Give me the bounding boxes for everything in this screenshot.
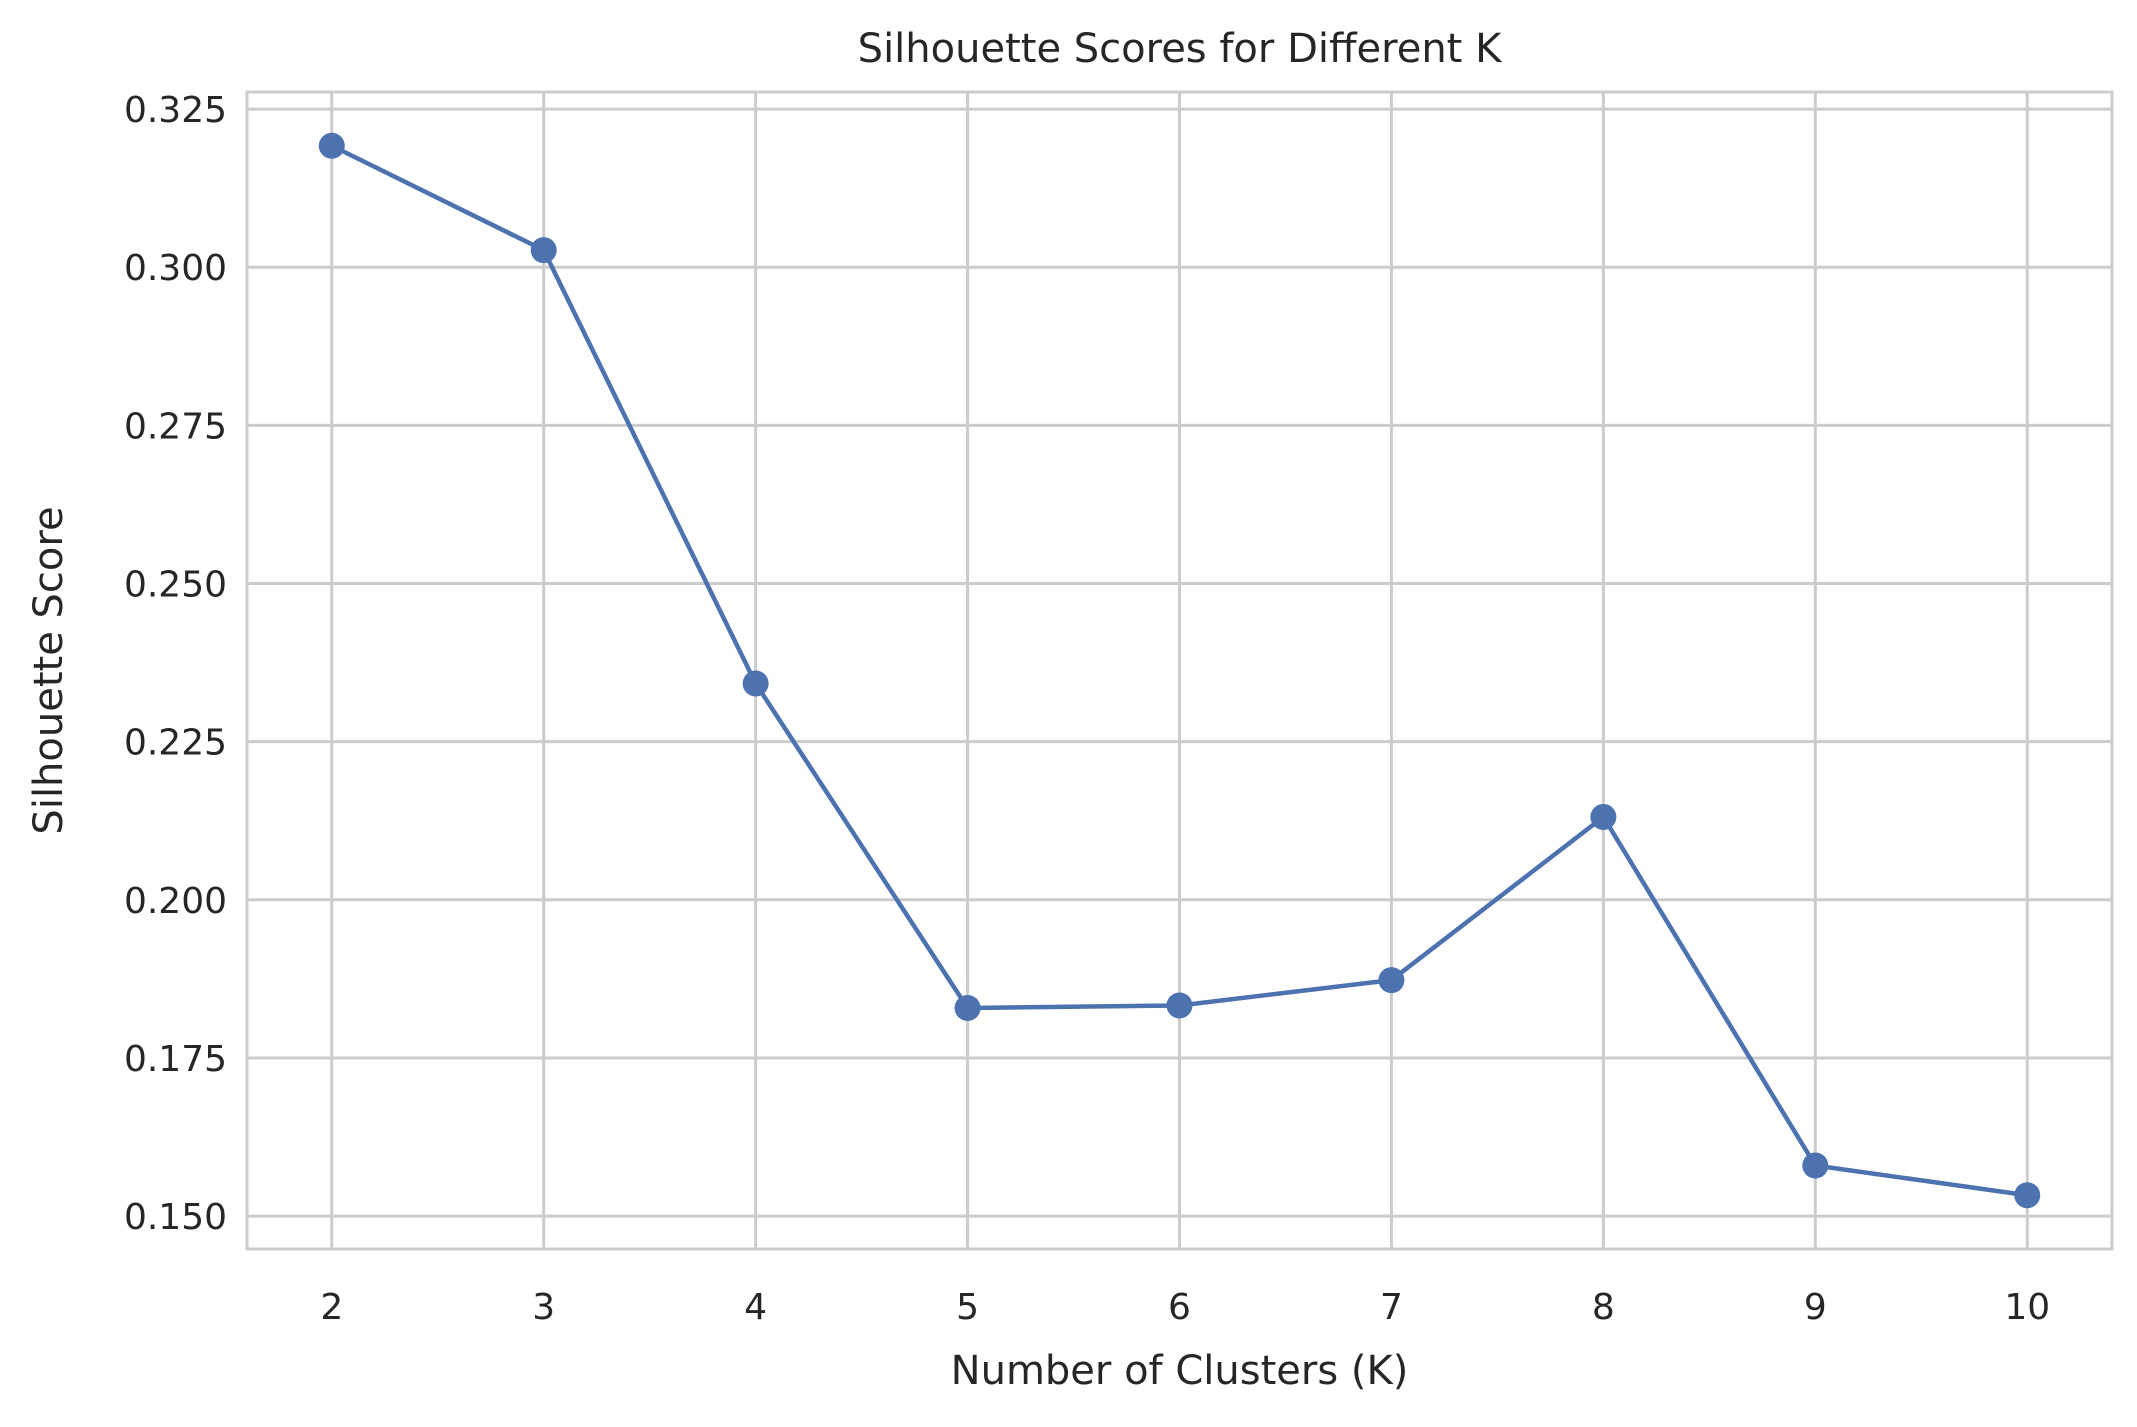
x-tick-label: 5 bbox=[956, 1287, 979, 1328]
x-tick-label: 2 bbox=[320, 1287, 343, 1328]
x-tick-label: 8 bbox=[1592, 1287, 1615, 1328]
x-tick-label: 7 bbox=[1380, 1287, 1403, 1328]
x-tick-label: 9 bbox=[1804, 1287, 1827, 1328]
data-point bbox=[954, 994, 981, 1021]
y-tick-label: 0.200 bbox=[124, 881, 227, 922]
x-tick-label: 10 bbox=[2004, 1287, 2050, 1328]
y-tick-label: 0.150 bbox=[124, 1197, 227, 1238]
x-axis-label: Number of Clusters (K) bbox=[951, 1348, 1409, 1394]
x-tick-label: 6 bbox=[1168, 1287, 1191, 1328]
y-tick-label: 0.300 bbox=[124, 248, 227, 289]
y-tick-label: 0.250 bbox=[124, 565, 227, 606]
series-layer bbox=[318, 132, 2041, 1209]
grid bbox=[247, 92, 2112, 1249]
data-point bbox=[2014, 1182, 2041, 1209]
x-tick-label: 3 bbox=[532, 1287, 555, 1328]
data-point bbox=[1166, 992, 1193, 1019]
y-tick-label: 0.225 bbox=[124, 723, 227, 764]
data-point bbox=[1802, 1152, 1829, 1179]
data-point bbox=[318, 132, 345, 159]
x-tick-label: 4 bbox=[744, 1287, 767, 1328]
chart-title: Silhouette Scores for Different K bbox=[858, 26, 1503, 72]
y-axis-label: Silhouette Score bbox=[26, 506, 72, 834]
tick-labels: 2 3 4 5 6 7 8 9 10 0.150 0.175 0.200 0.225 0.250 0.275… bbox=[124, 90, 2050, 1328]
data-point bbox=[742, 670, 769, 697]
data-point bbox=[1590, 803, 1617, 830]
data-point bbox=[1378, 967, 1405, 994]
y-tick-label: 0.275 bbox=[124, 406, 227, 447]
plot-frame bbox=[245, 90, 2114, 1251]
data-point bbox=[530, 237, 557, 264]
y-tick-label: 0.325 bbox=[124, 90, 227, 131]
y-tick-label: 0.175 bbox=[124, 1039, 227, 1080]
